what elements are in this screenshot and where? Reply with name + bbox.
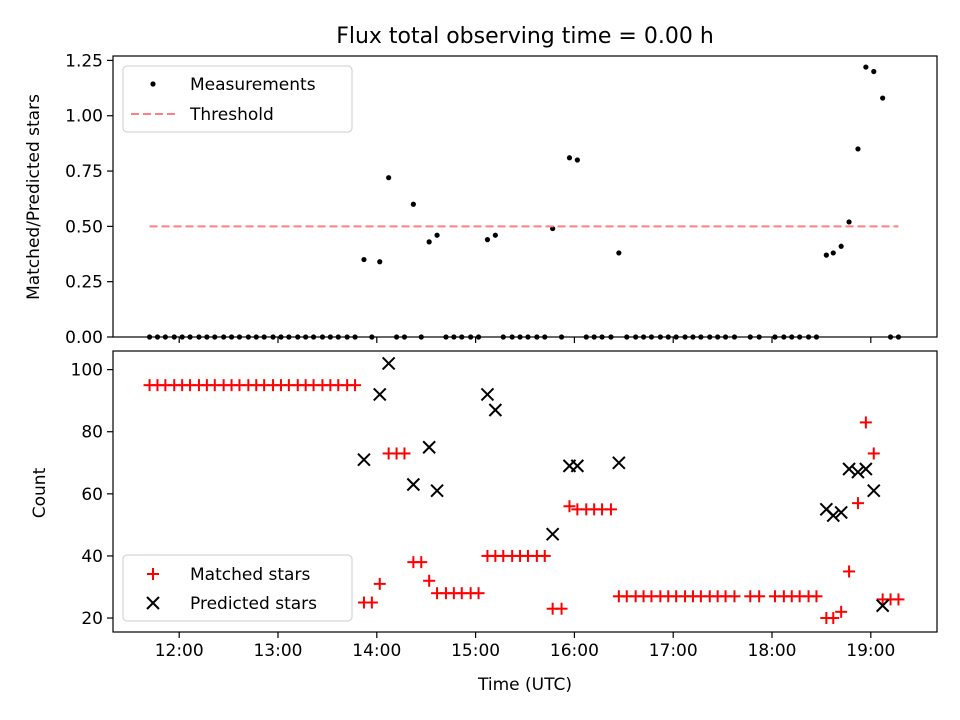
matched-star-point [563,500,576,513]
predicted-star-point [545,527,560,541]
measurement-point [855,146,861,152]
matched-star-point [867,447,880,460]
x-tick-label: 13:00 [253,641,302,661]
top-y-tick-label: 0.75 [65,162,103,182]
measurement-point [377,259,383,265]
matched-star-point [827,612,840,625]
matched-star-point [555,602,568,615]
predicted-star-point [842,462,856,476]
matched-legend-label: Matched stars [190,565,310,585]
predicted-star-point [570,459,585,473]
predicted-star-point [422,440,436,454]
matched-star-point [415,556,428,569]
bottom-legend-frame [122,554,353,622]
x-tick-label: 18:00 [748,641,797,661]
bottom-y-tick-label: 60 [81,485,103,505]
x-tick-label: 14:00 [352,641,401,661]
predicted-star-point [430,484,444,498]
measurement-point [863,64,869,70]
measurement-point [846,219,852,225]
measurement-point [484,237,491,243]
matched-star-point [365,596,378,609]
measurement-point [386,175,392,181]
measurement-point [823,252,829,258]
predicted-legend-label: Predicted stars [190,594,317,614]
predicted-star-point [406,477,421,492]
top-y-tick-label: 0.50 [65,217,103,237]
predicted-star-point [875,598,890,613]
bottom-legend: Matched stars Predicted stars [122,554,353,622]
matched-star-point [851,497,864,510]
predicted-star-point [357,452,371,467]
matched-star-point [728,590,741,603]
predicted-star-point [867,484,881,498]
bottom-panel: Count Time (UTC) 12:00 13:00 14:00 15:00 16:… [30,350,938,695]
bottom-y-tick-label: 100 [71,361,103,381]
x-tick-label: 16:00 [550,641,599,661]
matched-star-point [753,590,766,603]
x-tick-label: 12:00 [155,641,204,661]
matched-star-point [423,574,436,587]
predicted-star-point [859,462,873,476]
bottom-y-tick-label: 40 [81,547,103,567]
predicted-star-point [851,465,865,479]
measurement-point [574,157,580,163]
measurement-point [410,201,416,207]
top-axes-frame [112,55,938,338]
measurement-point [434,232,440,238]
top-y-tick-label: 0.00 [65,328,103,348]
bottom-axes-frame [112,350,938,633]
predicted-star-point [480,387,495,402]
measurements-legend-label: Measurements [190,75,316,95]
measurement-point [616,250,622,256]
matched-star-point [604,503,617,516]
matched-star-point [892,593,905,606]
measurement-point [830,250,836,256]
top-legend: Measurements Threshold [122,65,353,133]
bottom-y-tick-label: 20 [81,609,103,629]
measurement-point [361,256,367,263]
matched-star-point [472,587,485,600]
predicted-star-point [826,508,840,523]
predicted-legend-marker [146,596,160,610]
bottom-y-axis-label: Count [30,467,50,518]
matched-legend-marker [147,568,159,580]
measurement-point [838,243,844,249]
top-legend-frame [122,65,353,133]
measurement-point [880,95,886,101]
matched-star-point [810,590,823,603]
predicted-star-point [488,403,503,417]
measurement-point [492,232,498,238]
top-y-axis-label: Matched/Predicted stars [24,94,44,300]
matched-star-point [538,549,551,562]
predicted-star-point [612,456,626,470]
measurement-point [871,68,877,75]
top-panel: Flux total observing time = 0.00 h Match… [24,24,938,348]
predicted-star-point [373,387,387,402]
matched-star-point [398,447,411,460]
x-tick-label: 17:00 [649,641,698,661]
predicted-star-point [381,356,396,371]
predicted-star-point [834,505,848,520]
matched-star-point [349,379,362,392]
top-y-tick-label: 0.25 [65,273,103,293]
x-tick-label: 19:00 [846,641,895,661]
x-tick-label: 15:00 [451,641,500,661]
top-y-tick-label: 1.00 [65,107,103,127]
matched-star-point [373,577,386,590]
measurement-point [566,155,573,161]
bottom-y-tick-label: 80 [81,423,103,443]
bottom-plot-area: 12:00 13:00 14:00 15:00 16:00 17:00 18:00 19:00… [71,356,905,661]
matched-star-point [859,416,872,429]
matched-star-point [843,565,856,578]
threshold-legend-label: Threshold [189,105,274,125]
measurements-legend-marker [150,81,156,87]
measurement-point [426,239,432,245]
top-y-tick-label: 1.25 [65,51,103,71]
matched-star-point [835,605,848,618]
x-axis-label: Time (UTC) [477,675,572,695]
chart-title: Flux total observing time = 0.00 h [336,24,714,49]
